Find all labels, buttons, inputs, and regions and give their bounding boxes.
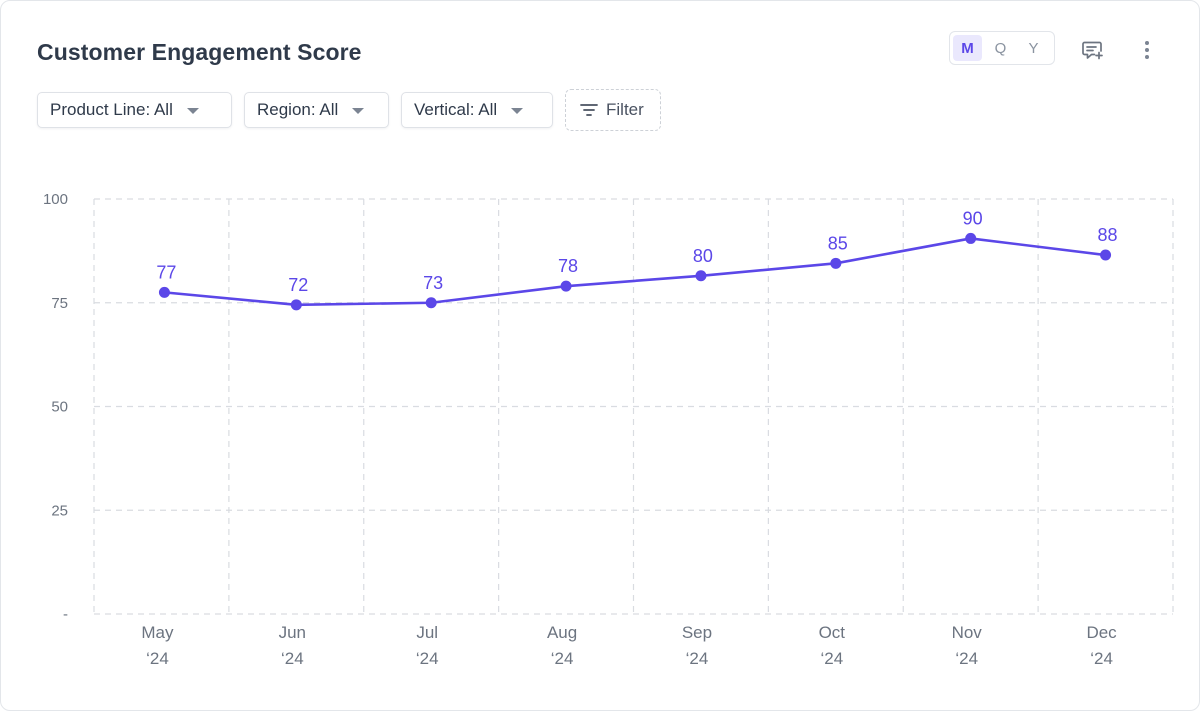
more-vertical-icon[interactable] — [1132, 35, 1162, 65]
y-tick-label: - — [63, 606, 68, 623]
x-tick-label: Jun — [279, 623, 306, 642]
product-line-label: Product Line: All — [50, 100, 173, 119]
period-option-year[interactable]: Y — [1028, 39, 1039, 57]
x-tick-label-year: ‘24 — [281, 649, 304, 668]
period-option-quarter[interactable]: Q — [994, 39, 1007, 57]
x-tick-label-year: ‘24 — [820, 649, 843, 668]
data-label: 85 — [828, 233, 848, 253]
caret-down-icon — [352, 108, 365, 114]
y-tick-label: 75 — [51, 295, 68, 312]
data-label: 72 — [288, 275, 308, 295]
y-tick-label: 50 — [51, 399, 68, 416]
x-tick-label-year: ‘24 — [551, 649, 574, 668]
data-point — [290, 299, 302, 311]
data-label: 73 — [423, 273, 443, 293]
data-point — [1100, 249, 1112, 261]
x-tick-label-year: ‘24 — [955, 649, 978, 668]
x-tick-label: Sep — [682, 623, 712, 642]
vertical-dropdown[interactable]: Vertical: All — [401, 92, 553, 128]
x-tick-label: Oct — [819, 623, 846, 642]
chart-title: Customer Engagement Score — [37, 39, 362, 65]
filter-button[interactable]: Filter — [565, 89, 661, 131]
filter-button-label: Filter — [606, 100, 644, 119]
period-option-month[interactable]: M — [953, 35, 982, 61]
data-label: 88 — [1098, 225, 1118, 245]
y-tick-label: 100 — [43, 191, 68, 208]
comment-add-icon[interactable] — [1078, 35, 1108, 65]
x-tick-label-year: ‘24 — [686, 649, 709, 668]
x-tick-label-year: ‘24 — [416, 649, 439, 668]
y-tick-label: 25 — [51, 502, 68, 519]
period-toggle: M Q Y — [949, 31, 1055, 65]
data-label: 78 — [558, 256, 578, 276]
data-point — [425, 297, 437, 309]
data-point — [965, 232, 977, 244]
x-tick-label: Jul — [416, 623, 438, 642]
product-line-dropdown[interactable]: Product Line: All — [37, 92, 232, 128]
x-tick-label-year: ‘24 — [146, 649, 169, 668]
data-point — [830, 257, 842, 269]
caret-down-icon — [511, 108, 524, 114]
data-point — [158, 286, 170, 298]
series-line — [164, 237, 1106, 307]
data-point — [695, 270, 707, 282]
filter-lines-icon — [580, 103, 598, 117]
x-tick-label: Aug — [547, 623, 577, 642]
caret-down-icon — [186, 108, 199, 114]
x-tick-label: May — [141, 623, 174, 642]
region-label: Region: All — [257, 100, 339, 119]
vertical-label: Vertical: All — [414, 100, 498, 119]
x-tick-label: Dec — [1086, 623, 1117, 642]
x-tick-label: Nov — [952, 623, 983, 642]
region-dropdown[interactable]: Region: All — [244, 92, 389, 128]
data-label: 90 — [963, 208, 983, 228]
data-label: 77 — [156, 262, 176, 282]
x-tick-label-year: ‘24 — [1090, 649, 1113, 668]
data-label: 80 — [693, 246, 713, 266]
data-point — [560, 280, 572, 292]
